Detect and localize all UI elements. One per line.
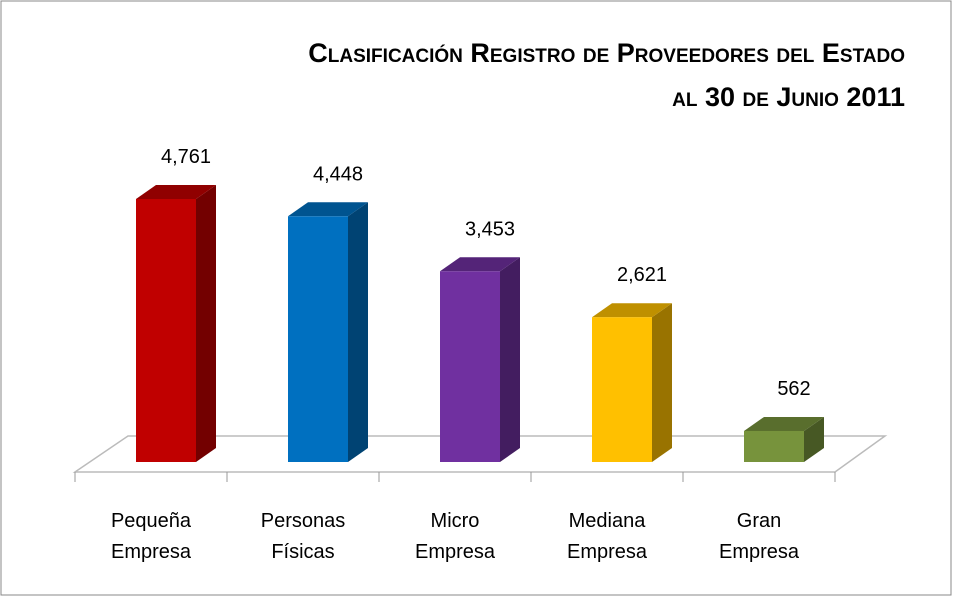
bar-front — [288, 216, 348, 462]
value-label: 4,448 — [313, 163, 363, 185]
x-tick-label: Micro Empresa — [414, 510, 496, 563]
value-label: 2,621 — [617, 264, 667, 286]
x-tick-label: Gran Empresa — [718, 510, 800, 563]
x-tick-label: Mediana Empresa — [566, 510, 648, 563]
bar-side — [348, 202, 368, 462]
bar-side — [196, 185, 216, 462]
bar — [440, 257, 520, 462]
bar-top — [288, 202, 368, 217]
x-tick-label: Pequeña Empresa — [110, 510, 192, 563]
bar-top — [440, 257, 520, 272]
chart-title: Clasificación Registro de Proveedores de… — [308, 38, 905, 68]
bar — [288, 202, 368, 462]
x-tick-label: Personas Físicas — [260, 510, 346, 563]
value-label: 562 — [777, 378, 810, 400]
bar-top — [744, 416, 824, 431]
bar-side — [804, 416, 824, 462]
bar-top — [592, 303, 672, 318]
chart-title: al 30 de Junio 2011 — [672, 82, 905, 112]
bar-front — [744, 430, 804, 462]
bar-side — [500, 257, 520, 462]
bar-side — [652, 303, 672, 462]
bar-front — [136, 199, 196, 462]
bar — [744, 416, 824, 462]
value-label: 4,761 — [161, 146, 211, 168]
bar-front — [592, 317, 652, 462]
bar — [136, 185, 216, 462]
bar-front — [440, 271, 500, 462]
bar — [592, 303, 672, 462]
bar-top — [136, 185, 216, 199]
value-label: 3,453 — [465, 218, 515, 240]
